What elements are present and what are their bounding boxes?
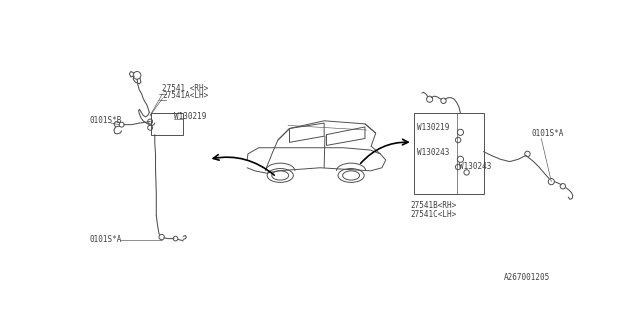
Text: 0101S*A: 0101S*A (90, 236, 122, 244)
Text: W130219: W130219 (174, 112, 206, 121)
Text: 0101S*A: 0101S*A (531, 129, 564, 138)
Bar (151, 113, 183, 135)
Text: W130219: W130219 (417, 123, 449, 132)
Text: 0101S*B: 0101S*B (90, 116, 122, 125)
Text: 27541C<LH>: 27541C<LH> (410, 210, 457, 219)
Text: 27541B<RH>: 27541B<RH> (410, 201, 457, 210)
Text: W130243: W130243 (417, 148, 449, 157)
Bar (414, 113, 484, 194)
Text: 27541A<LH>: 27541A<LH> (163, 92, 209, 100)
Text: A267001205: A267001205 (504, 273, 550, 282)
Text: 27541 <RH>: 27541 <RH> (163, 84, 209, 93)
Text: W130243: W130243 (459, 162, 492, 171)
